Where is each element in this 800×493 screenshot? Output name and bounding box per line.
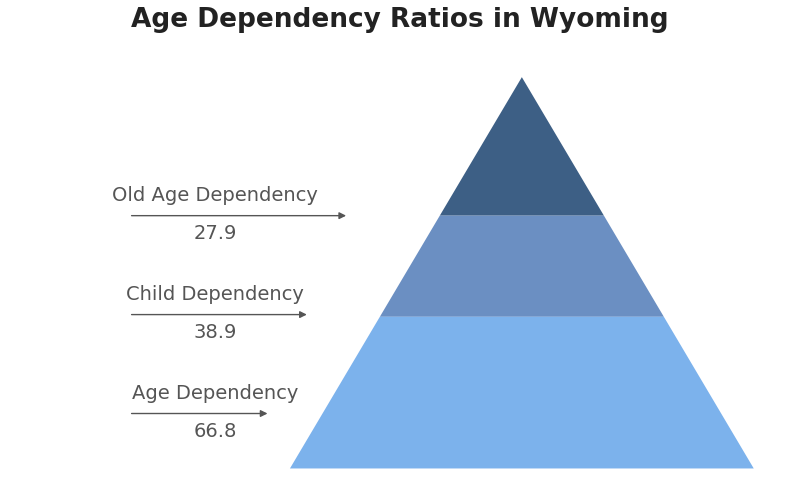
Polygon shape — [290, 317, 754, 468]
Text: 27.9: 27.9 — [194, 224, 237, 243]
Text: Age Dependency: Age Dependency — [132, 384, 298, 403]
Text: Old Age Dependency: Old Age Dependency — [112, 186, 318, 206]
Text: 38.9: 38.9 — [194, 323, 237, 342]
Text: 66.8: 66.8 — [194, 422, 237, 441]
Title: Age Dependency Ratios in Wyoming: Age Dependency Ratios in Wyoming — [131, 7, 669, 33]
Polygon shape — [440, 77, 604, 215]
Text: Child Dependency: Child Dependency — [126, 285, 304, 304]
Polygon shape — [380, 215, 664, 317]
